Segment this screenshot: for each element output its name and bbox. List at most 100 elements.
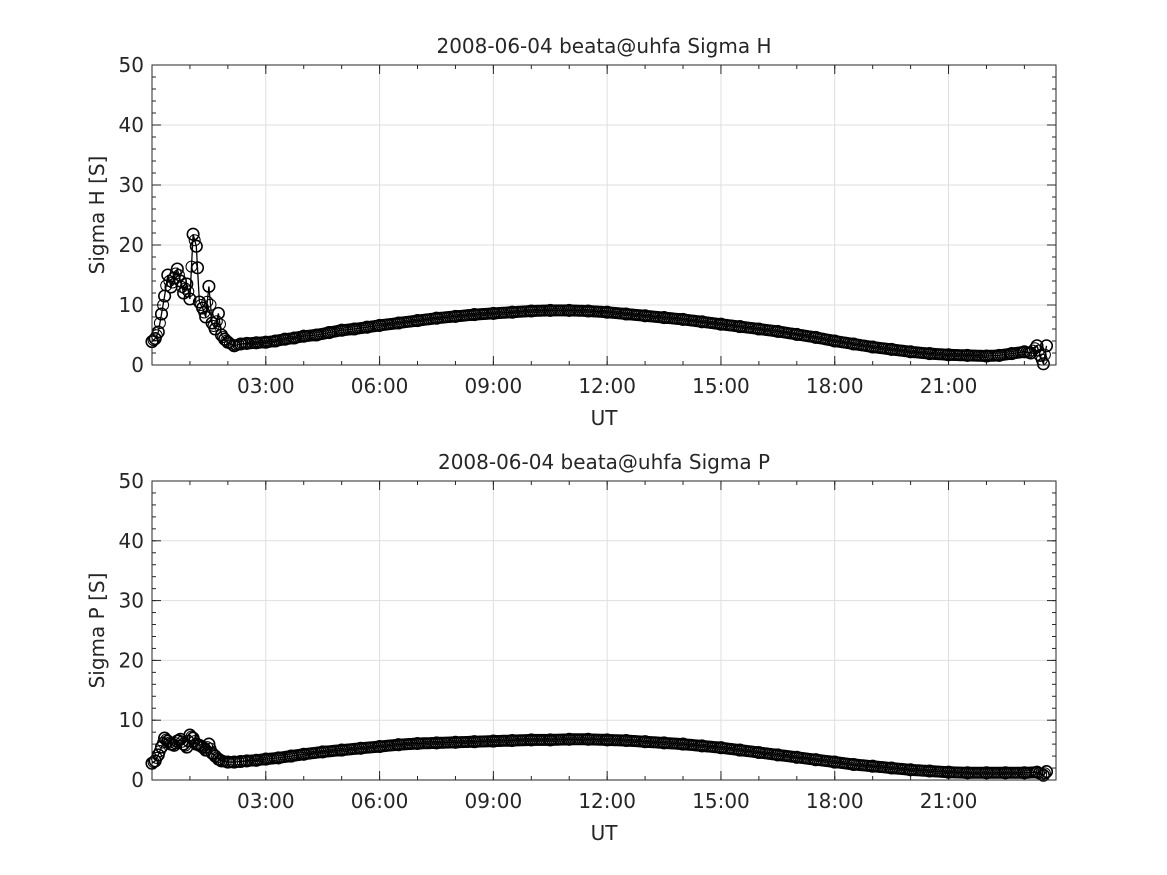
data-point	[202, 737, 216, 751]
data-point	[828, 334, 842, 348]
data-point	[147, 756, 160, 769]
data-point	[1005, 347, 1019, 361]
data-point	[153, 317, 166, 329]
data-point	[373, 318, 387, 332]
data-point	[188, 234, 201, 247]
data-point	[429, 736, 444, 750]
data-point	[1039, 339, 1054, 353]
data-point	[979, 349, 994, 363]
data-point	[177, 737, 191, 751]
data-point	[847, 757, 861, 772]
data-point	[410, 314, 425, 328]
data-point	[227, 755, 241, 769]
x-axis-label: UT	[591, 821, 619, 845]
data-point	[904, 763, 918, 777]
data-point	[354, 741, 368, 755]
data-point	[619, 733, 633, 748]
data-point	[278, 332, 292, 346]
data-point	[240, 336, 254, 350]
data-point	[309, 328, 323, 342]
data-point	[196, 740, 210, 754]
data-point	[373, 739, 387, 754]
data-point	[1017, 345, 1031, 359]
data-point	[1033, 348, 1047, 362]
data-point	[866, 340, 880, 354]
data-point	[638, 309, 652, 323]
data-point	[233, 337, 248, 351]
data-point	[657, 311, 671, 325]
data-point	[448, 309, 462, 323]
data-point	[316, 745, 330, 759]
data-point	[752, 322, 766, 336]
data-point	[284, 749, 298, 763]
data-point	[148, 754, 162, 768]
x-tick-label: 18:00	[806, 789, 864, 813]
x-tick-label: 12:00	[578, 374, 636, 398]
data-point	[543, 303, 557, 317]
data-point	[287, 331, 301, 345]
data-point	[1036, 357, 1050, 371]
data-point	[161, 734, 175, 748]
data-point	[941, 765, 956, 779]
data-point	[828, 755, 842, 769]
data-point	[1036, 768, 1050, 782]
y-tick-label: 20	[119, 233, 144, 257]
data-point	[157, 299, 170, 311]
y-tick-label: 50	[119, 53, 144, 77]
data-point	[847, 337, 861, 351]
data-point	[866, 759, 880, 773]
x-tick-label: 09:00	[465, 789, 523, 813]
data-point	[790, 327, 804, 341]
data-point	[268, 334, 282, 348]
plot-area	[152, 481, 1056, 780]
data-point	[233, 754, 248, 769]
data-point	[148, 332, 162, 346]
data-point	[154, 307, 169, 321]
y-tick-label: 10	[119, 293, 144, 317]
data-point	[429, 311, 444, 325]
data-point	[170, 734, 184, 748]
data-point	[190, 261, 205, 275]
y-tick-label: 10	[119, 708, 144, 732]
data-point	[467, 735, 481, 749]
x-tick-label: 03:00	[237, 789, 295, 813]
chart-title: 2008-06-04 beata@uhfa Sigma H	[436, 34, 771, 58]
data-point	[192, 295, 206, 309]
data-point	[214, 754, 229, 768]
axes-box	[151, 64, 1057, 366]
data-point	[600, 305, 614, 319]
data-point	[448, 735, 462, 749]
data-point	[322, 326, 336, 340]
data-point	[960, 348, 975, 362]
data-point	[771, 748, 785, 762]
data-point	[771, 324, 785, 338]
data-point	[335, 323, 349, 337]
data-point	[196, 301, 210, 315]
y-tick-label: 20	[119, 648, 144, 672]
data-point	[809, 753, 823, 767]
data-point	[227, 339, 241, 353]
data-point	[695, 739, 709, 753]
data-point	[714, 317, 728, 331]
data-point	[524, 304, 538, 318]
data-point	[1030, 339, 1044, 353]
y-tick-label: 40	[119, 529, 144, 553]
data-point	[211, 752, 225, 766]
data-point	[505, 733, 519, 748]
data-point	[164, 280, 178, 294]
data-point	[543, 733, 557, 747]
data-point	[467, 308, 481, 322]
data-point	[885, 342, 899, 356]
data-point	[619, 307, 633, 321]
data-point	[1017, 766, 1031, 780]
y-tick-label: 50	[119, 469, 144, 493]
data-point	[297, 329, 311, 343]
data-point	[195, 299, 207, 311]
x-tick-label: 18:00	[806, 374, 864, 398]
y-tick-label: 40	[119, 113, 144, 137]
data-point	[960, 766, 975, 780]
data-point	[183, 728, 197, 742]
data-point	[173, 274, 187, 288]
y-axis-label: Sigma H [S]	[85, 156, 109, 275]
